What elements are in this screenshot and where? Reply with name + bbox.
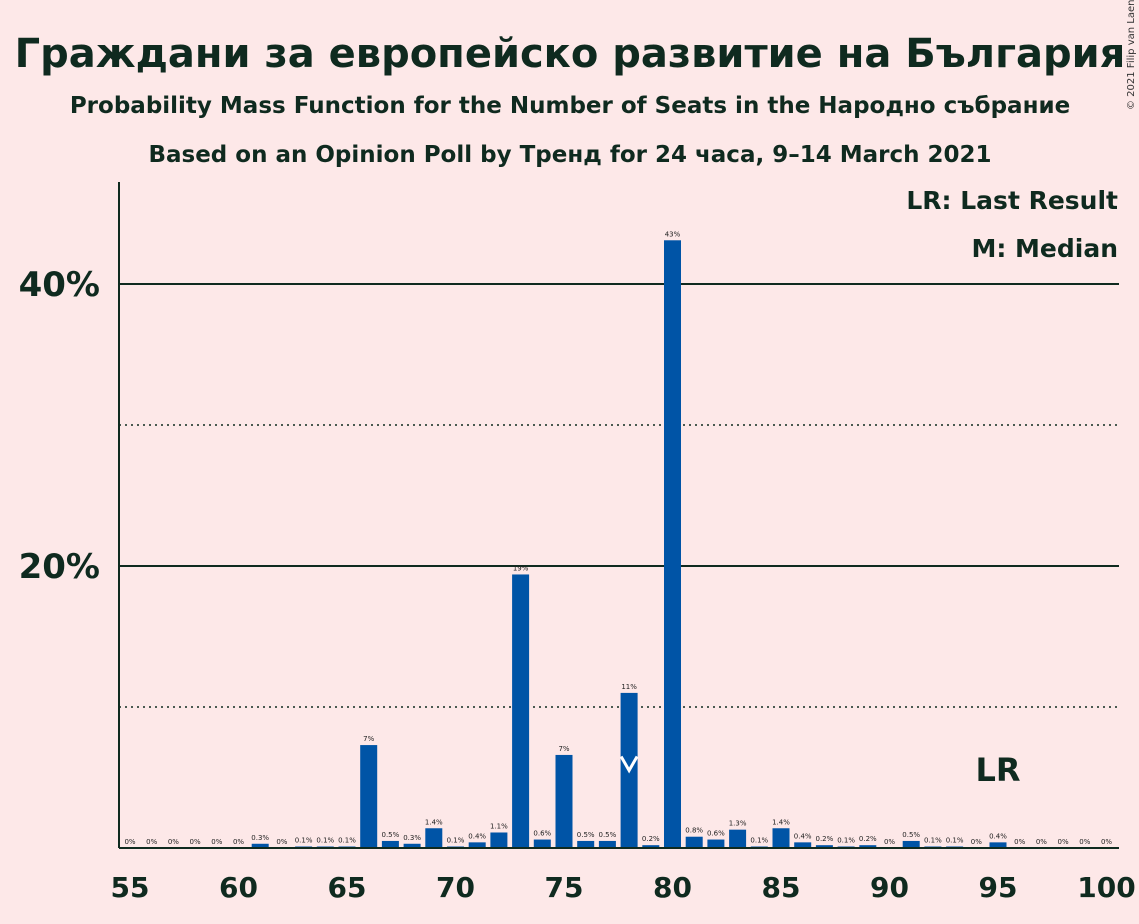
y-tick-label: 20% xyxy=(19,547,100,587)
bar-value-label: 0.2% xyxy=(642,835,660,843)
bar-value-label: 0% xyxy=(276,838,287,846)
bar-value-label: 0.1% xyxy=(295,837,313,845)
bar-value-label: 0% xyxy=(124,838,135,846)
bar xyxy=(403,843,421,848)
bar xyxy=(360,745,378,848)
bar-value-label: 0% xyxy=(1036,838,1047,846)
bars xyxy=(251,240,1007,849)
bar-value-label: 0.5% xyxy=(902,831,920,839)
x-tick-label: 85 xyxy=(762,871,801,904)
bar-value-label: 43% xyxy=(665,230,681,238)
bar-value-label: 0% xyxy=(1014,838,1025,846)
bar-value-label: 0.5% xyxy=(599,831,617,839)
bar-value-label: 0.5% xyxy=(577,831,595,839)
bar-value-label: 0.8% xyxy=(685,827,703,835)
bar-value-label: 0% xyxy=(1058,838,1069,846)
bar xyxy=(729,829,747,848)
x-tick-label: 100 xyxy=(1077,871,1135,904)
bar-value-label: 19% xyxy=(513,564,529,572)
bar-value-label: 0.2% xyxy=(859,835,877,843)
bar-value-label: 0.1% xyxy=(750,837,768,845)
bar xyxy=(815,845,833,848)
bar xyxy=(381,840,399,848)
bar xyxy=(555,754,573,848)
x-tick-label: 90 xyxy=(870,871,909,904)
x-tick-label: 65 xyxy=(328,871,367,904)
bar-value-label: 1.4% xyxy=(772,818,790,826)
bar-value-label: 0% xyxy=(211,838,222,846)
copyright-text: © 2021 Filip van Laenen xyxy=(1126,0,1137,110)
bar xyxy=(989,842,1007,848)
bar-labels: 0% 0% 0% 0% 0% 0%0.3%0% 0.1% 0.1% 0.1%7%0.5% 0.3%… xyxy=(124,230,1112,846)
x-tick-labels: 55 60 65 70 75 80 85 90 95 100 xyxy=(111,871,1136,904)
bar xyxy=(772,828,790,848)
bar-value-label: 0.4% xyxy=(468,832,486,840)
y-tick-label: 40% xyxy=(19,265,100,305)
bar xyxy=(685,836,703,848)
chart-subtitle-source: Based on an Opinion Poll by Тренд for 24… xyxy=(148,142,991,168)
bar-value-label: 0.1% xyxy=(447,837,465,845)
bar xyxy=(533,839,551,848)
bar-value-label: 0% xyxy=(1101,838,1112,846)
bar xyxy=(577,840,595,848)
bar-value-label: 0.4% xyxy=(989,832,1007,840)
bar-value-label: 0.4% xyxy=(794,832,812,840)
x-tick-label: 75 xyxy=(545,871,584,904)
bar-value-label: 0.2% xyxy=(816,835,834,843)
bar-value-label: 1.4% xyxy=(425,818,443,826)
bar xyxy=(859,845,877,848)
bar xyxy=(425,828,443,848)
median-marker xyxy=(619,755,639,774)
chart-subtitle: Probability Mass Function for the Number… xyxy=(70,93,1070,119)
bar-value-label: 11% xyxy=(621,683,637,691)
bar-value-label: 0% xyxy=(233,838,244,846)
legend-median: M: Median xyxy=(971,234,1118,263)
bar xyxy=(794,842,812,848)
gridlines xyxy=(119,283,1119,708)
bar xyxy=(707,839,725,848)
last-result-label: LR xyxy=(975,751,1020,789)
x-tick-label: 70 xyxy=(436,871,475,904)
x-tick-label: 95 xyxy=(979,871,1018,904)
bar xyxy=(902,840,920,848)
bar-value-label: 7% xyxy=(558,745,569,753)
bar-value-label: 0% xyxy=(190,838,201,846)
bar-value-label: 1.1% xyxy=(490,822,508,830)
bar xyxy=(598,840,616,848)
bar-value-label: 0% xyxy=(1079,838,1090,846)
bar xyxy=(642,845,660,848)
bar-value-label: 0.1% xyxy=(946,837,964,845)
markers: LR xyxy=(619,751,1021,789)
x-tick-label: 60 xyxy=(219,871,258,904)
bar xyxy=(490,832,508,848)
chart-title: Граждани за европейско развитие на Бълга… xyxy=(15,31,1126,77)
bar-value-label: 0.1% xyxy=(924,837,942,845)
bar-value-label: 0% xyxy=(884,838,895,846)
bar-value-label: 0% xyxy=(971,838,982,846)
y-tick-labels: 20% 40% xyxy=(19,265,100,587)
bar-value-label: 0.1% xyxy=(338,837,356,845)
bar xyxy=(251,843,269,848)
bar-value-label: 0.6% xyxy=(533,830,551,838)
bar-value-label: 0.3% xyxy=(251,834,269,842)
bar-value-label: 0.1% xyxy=(316,837,334,845)
bar-value-label: 1.3% xyxy=(729,820,747,828)
bar-value-label: 0% xyxy=(146,838,157,846)
bar-value-label: 0.6% xyxy=(707,830,725,838)
bar-value-label: 7% xyxy=(363,735,374,743)
bar-value-label: 0.1% xyxy=(837,837,855,845)
x-tick-label: 80 xyxy=(653,871,692,904)
bar-value-label: 0% xyxy=(168,838,179,846)
bar xyxy=(664,240,681,849)
bar-value-label: 0.5% xyxy=(382,831,400,839)
legend-last-result: LR: Last Result xyxy=(906,186,1118,215)
x-tick-label: 55 xyxy=(111,871,150,904)
bar xyxy=(512,574,530,848)
bar xyxy=(468,842,486,848)
bar-value-label: 0.3% xyxy=(403,834,421,842)
